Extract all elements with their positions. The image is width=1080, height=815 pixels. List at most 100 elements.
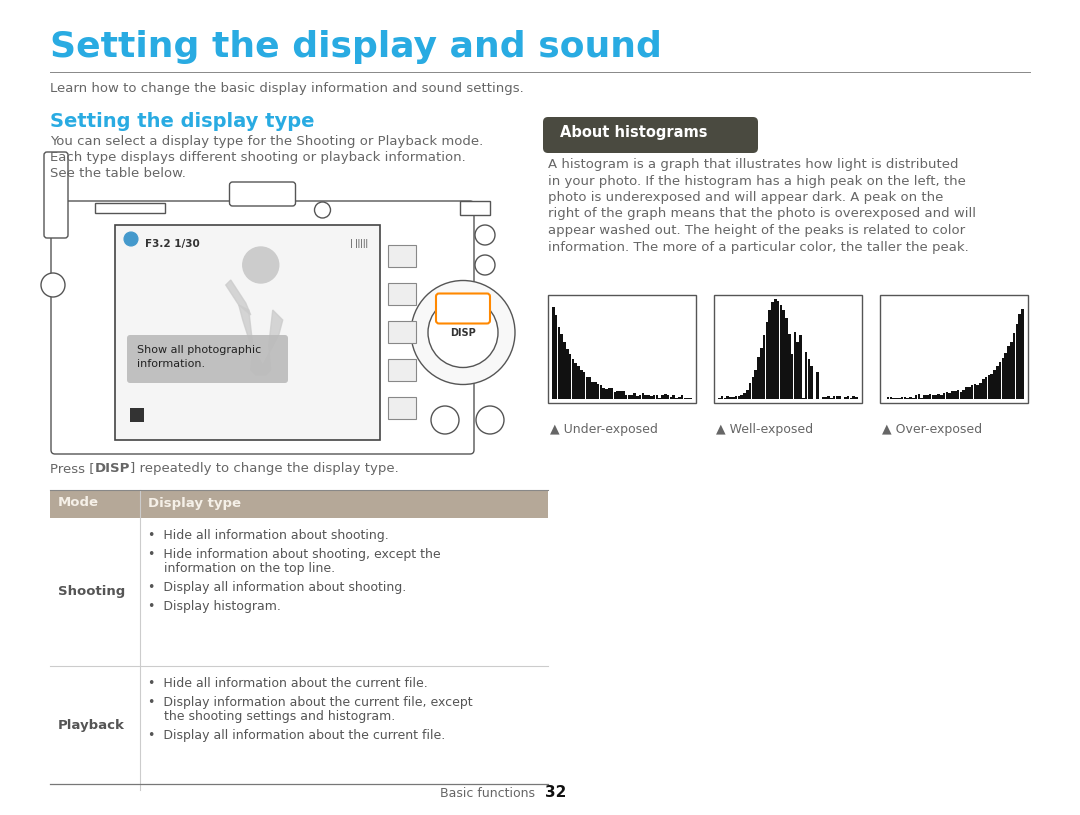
Bar (645, 395, 647, 399)
Text: Setting the display and sound: Setting the display and sound (50, 30, 662, 64)
FancyBboxPatch shape (127, 335, 288, 383)
Bar (810, 365, 813, 399)
Bar (548, 295, 696, 403)
Circle shape (475, 225, 495, 245)
Bar (114, 225, 380, 440)
Text: Mode: Mode (58, 496, 99, 509)
Text: DISP: DISP (450, 328, 476, 338)
Bar (785, 318, 787, 399)
Bar (752, 377, 754, 399)
Bar (780, 305, 782, 399)
Bar (805, 352, 808, 399)
Bar (589, 377, 591, 399)
Bar (597, 385, 599, 399)
Bar (962, 390, 964, 399)
Bar (664, 394, 666, 399)
Bar (799, 336, 801, 399)
Bar (985, 377, 987, 399)
Text: •  Display histogram.: • Display histogram. (148, 600, 281, 613)
Bar (960, 392, 962, 399)
Circle shape (411, 280, 515, 385)
Circle shape (314, 202, 330, 218)
Text: •  Hide all information about shooting.: • Hide all information about shooting. (148, 529, 389, 542)
Bar (768, 310, 771, 399)
Bar (1008, 346, 1010, 399)
Bar (980, 383, 982, 399)
Bar (625, 394, 627, 399)
Bar (1013, 333, 1015, 399)
Bar (836, 396, 838, 399)
Bar (827, 396, 829, 399)
Text: ▲ Under-exposed: ▲ Under-exposed (550, 423, 658, 436)
Text: Display type: Display type (148, 496, 241, 509)
Bar (656, 394, 658, 399)
Bar (968, 387, 971, 399)
Bar (50, 490, 548, 518)
Bar (774, 299, 777, 399)
Bar (647, 394, 650, 399)
Circle shape (124, 232, 138, 246)
Bar (566, 349, 568, 399)
Bar (926, 395, 929, 399)
Bar (824, 397, 827, 399)
Bar (934, 394, 937, 399)
Bar (684, 398, 686, 399)
Text: Press [: Press [ (50, 462, 95, 475)
Bar (855, 397, 858, 399)
Text: Basic functions: Basic functions (440, 787, 535, 800)
Text: You can select a display type for the Shooting or Playback mode.: You can select a display type for the Sh… (50, 135, 483, 148)
Bar (994, 370, 996, 399)
Bar (843, 398, 847, 399)
Text: in your photo. If the histogram has a high peak on the left, the: in your photo. If the histogram has a hi… (548, 174, 966, 187)
Bar (1022, 309, 1024, 399)
Bar (951, 391, 954, 399)
Text: Show all photographic
information.: Show all photographic information. (137, 345, 261, 369)
Bar (766, 323, 768, 399)
Bar (642, 394, 644, 399)
Text: A histogram is a graph that illustrates how light is distributed: A histogram is a graph that illustrates … (548, 158, 959, 171)
Bar (583, 372, 585, 399)
Circle shape (476, 406, 504, 434)
Bar (678, 397, 680, 399)
Text: See the table below.: See the table below. (50, 167, 186, 180)
Bar (729, 397, 732, 399)
Bar (757, 357, 759, 399)
Bar (460, 201, 490, 215)
Bar (650, 396, 652, 399)
Text: photo is underexposed and will appear dark. A peak on the: photo is underexposed and will appear da… (548, 191, 943, 204)
Bar (743, 393, 746, 399)
Text: DISP: DISP (95, 462, 131, 475)
Bar (847, 396, 849, 399)
Bar (563, 342, 566, 399)
Text: information. The more of a particular color, the taller the peak.: information. The more of a particular co… (548, 240, 969, 253)
Bar (594, 381, 596, 399)
Bar (633, 393, 636, 399)
Bar (130, 408, 144, 422)
Bar (388, 397, 416, 419)
Bar (932, 394, 934, 399)
Bar (652, 395, 656, 399)
Bar (666, 395, 670, 399)
Bar (1004, 353, 1007, 399)
Bar (738, 395, 740, 399)
Bar (631, 395, 633, 399)
Bar (741, 395, 743, 399)
FancyBboxPatch shape (229, 182, 296, 206)
Bar (838, 396, 841, 399)
Bar (760, 348, 762, 399)
Text: information on the top line.: information on the top line. (148, 562, 335, 575)
Bar (904, 398, 906, 399)
Bar (575, 363, 577, 399)
Bar (990, 374, 993, 399)
Bar (638, 395, 642, 399)
Bar (901, 397, 903, 399)
Bar (948, 394, 951, 399)
Bar (976, 385, 978, 399)
Bar (95, 203, 165, 213)
Text: right of the graph means that the photo is overexposed and will: right of the graph means that the photo … (548, 208, 976, 221)
Bar (929, 394, 931, 399)
Bar (771, 302, 773, 399)
Text: ▲ Well-exposed: ▲ Well-exposed (716, 423, 813, 436)
Text: •  Hide information about shooting, except the: • Hide information about shooting, excep… (148, 548, 441, 561)
Bar (748, 382, 752, 399)
